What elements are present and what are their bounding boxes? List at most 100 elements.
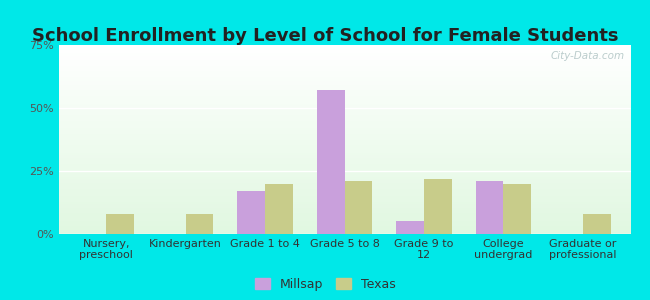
Bar [58,226,630,228]
Bar [58,179,630,181]
Bar [58,109,630,111]
Bar [58,128,630,130]
Bar [58,136,630,138]
Bar [58,98,630,100]
Bar [58,113,630,115]
Bar [58,224,630,226]
Bar [58,219,630,221]
Bar [58,185,630,187]
Bar [58,196,630,198]
Bar [58,138,630,140]
Bar [58,45,630,47]
Bar [58,55,630,56]
Bar [186,214,213,234]
Bar [58,181,630,183]
Bar [58,122,630,124]
Bar [58,90,630,92]
Bar [58,213,630,215]
Bar [58,87,630,88]
Bar [58,215,630,217]
Bar [58,111,630,113]
Bar [58,62,630,64]
Bar [58,190,630,192]
Bar [58,106,630,107]
Bar [58,208,630,209]
Bar [58,162,630,164]
Bar [58,92,630,94]
Bar [58,107,630,109]
Bar [58,126,630,128]
Bar [58,49,630,51]
Bar [58,130,630,132]
Bar [317,90,345,234]
Bar [58,117,630,119]
Bar [58,74,630,75]
Bar [58,160,630,162]
Bar [58,88,630,90]
Bar [58,119,630,121]
Bar [58,157,630,158]
Bar [503,184,531,234]
Bar [58,141,630,143]
Bar [58,172,630,173]
Bar [58,202,630,204]
Bar [58,96,630,98]
Bar [58,56,630,58]
Bar [58,121,630,122]
Bar [344,181,372,234]
Bar [58,223,630,224]
Bar [265,184,293,234]
Bar [58,60,630,62]
Bar [58,143,630,145]
Bar [58,115,630,117]
Bar [58,221,630,223]
Bar [58,230,630,232]
Bar [58,71,630,73]
Bar [58,183,630,185]
Bar [237,191,265,234]
Bar [58,124,630,126]
Bar [58,153,630,154]
Bar [583,214,610,234]
Bar [58,170,630,172]
Bar [58,164,630,166]
Bar [396,221,424,234]
Bar [58,194,630,196]
Bar [58,154,630,157]
Bar [424,178,452,234]
Bar [58,66,630,68]
Bar [58,47,630,49]
Bar [58,228,630,230]
Bar [58,217,630,219]
Bar [58,168,630,170]
Bar [58,68,630,70]
Bar [58,77,630,79]
Bar [58,176,630,177]
Bar [58,204,630,206]
Bar [106,214,134,234]
Bar [58,85,630,87]
Bar [58,200,630,202]
Bar [476,181,503,234]
Bar [58,166,630,168]
Bar [58,177,630,179]
Legend: Millsap, Texas: Millsap, Texas [255,278,395,291]
Bar [58,102,630,103]
Bar [58,103,630,106]
Bar [58,158,630,160]
Bar [58,198,630,200]
Bar [58,140,630,141]
Bar [58,58,630,60]
Bar [58,145,630,147]
Bar [58,211,630,213]
Bar [58,52,630,54]
Bar [58,232,630,234]
Bar [58,189,630,190]
Bar [58,83,630,85]
Bar [58,81,630,83]
Bar [58,100,630,102]
Bar [58,147,630,149]
Bar [58,70,630,71]
Bar [58,173,630,175]
Bar [58,94,630,96]
